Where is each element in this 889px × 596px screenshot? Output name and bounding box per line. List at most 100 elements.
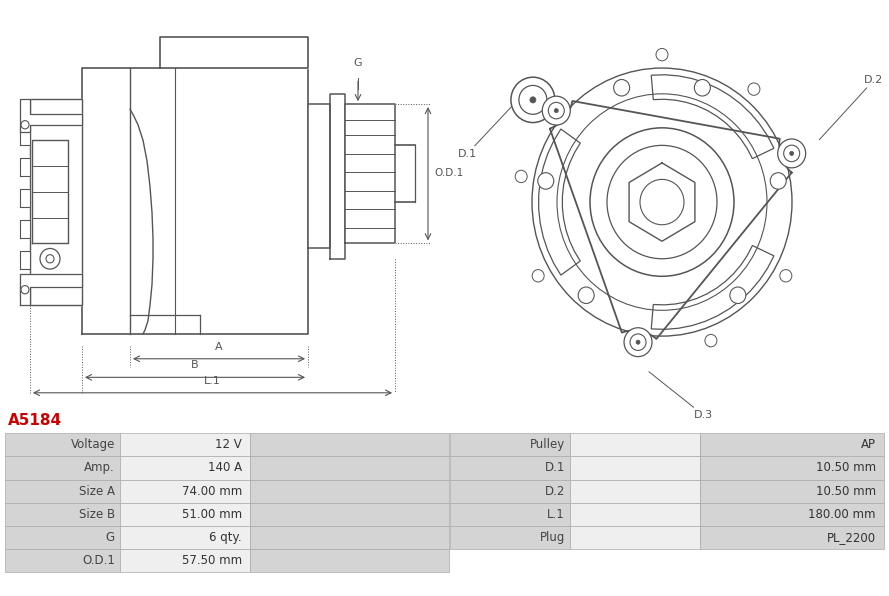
- Text: Size A: Size A: [79, 485, 115, 498]
- Polygon shape: [20, 158, 30, 176]
- Circle shape: [554, 108, 558, 113]
- Text: Size B: Size B: [79, 508, 115, 521]
- Polygon shape: [32, 140, 68, 243]
- Bar: [570, 480, 700, 502]
- Bar: [700, 433, 884, 457]
- Bar: [120, 457, 250, 480]
- Bar: [450, 433, 570, 457]
- Bar: [700, 502, 884, 526]
- Text: 10.50 mm: 10.50 mm: [816, 485, 876, 498]
- Bar: [450, 526, 570, 549]
- Circle shape: [46, 254, 54, 263]
- Circle shape: [694, 79, 710, 96]
- Bar: [250, 502, 449, 526]
- Bar: [570, 526, 700, 549]
- Bar: [5, 526, 120, 549]
- Polygon shape: [20, 189, 30, 207]
- Text: 51.00 mm: 51.00 mm: [182, 508, 242, 521]
- Text: 57.50 mm: 57.50 mm: [182, 554, 242, 567]
- Circle shape: [630, 334, 646, 350]
- Bar: [250, 549, 449, 572]
- Text: PL_2200: PL_2200: [827, 531, 876, 544]
- Text: Amp.: Amp.: [84, 461, 115, 474]
- Text: L.1: L.1: [204, 375, 220, 386]
- Polygon shape: [20, 281, 30, 300]
- Text: D.1: D.1: [458, 100, 518, 159]
- Circle shape: [538, 173, 554, 189]
- Bar: [250, 457, 449, 480]
- Text: G: G: [354, 58, 363, 68]
- Circle shape: [21, 120, 29, 129]
- Bar: [5, 502, 120, 526]
- Text: 180.00 mm: 180.00 mm: [808, 508, 876, 521]
- Polygon shape: [345, 104, 395, 243]
- Bar: [120, 433, 250, 457]
- Polygon shape: [20, 219, 30, 238]
- Circle shape: [542, 96, 570, 125]
- Circle shape: [590, 128, 734, 277]
- Bar: [5, 433, 120, 457]
- Bar: [5, 480, 120, 502]
- Bar: [250, 526, 449, 549]
- Text: A: A: [215, 342, 223, 352]
- Bar: [570, 457, 700, 480]
- Bar: [5, 457, 120, 480]
- Circle shape: [549, 103, 565, 119]
- Text: 74.00 mm: 74.00 mm: [181, 485, 242, 498]
- Text: Voltage: Voltage: [70, 439, 115, 451]
- Bar: [120, 549, 250, 572]
- Polygon shape: [308, 104, 330, 249]
- Text: D.3: D.3: [649, 372, 713, 420]
- Polygon shape: [20, 274, 82, 305]
- Text: B: B: [191, 360, 199, 370]
- Bar: [700, 526, 884, 549]
- Bar: [450, 502, 570, 526]
- Bar: [570, 502, 700, 526]
- Circle shape: [784, 145, 800, 162]
- Circle shape: [40, 249, 60, 269]
- Circle shape: [21, 285, 29, 294]
- Text: O.D.1: O.D.1: [82, 554, 115, 567]
- Text: A5184: A5184: [8, 413, 62, 429]
- Circle shape: [636, 340, 640, 344]
- Text: D.1: D.1: [545, 461, 565, 474]
- Circle shape: [519, 85, 547, 114]
- Text: Pulley: Pulley: [530, 439, 565, 451]
- Circle shape: [730, 287, 746, 303]
- Text: G: G: [106, 531, 115, 544]
- Bar: [450, 457, 570, 480]
- Bar: [700, 480, 884, 502]
- Circle shape: [624, 328, 652, 356]
- Bar: [5, 549, 120, 572]
- Circle shape: [778, 139, 805, 168]
- Polygon shape: [20, 127, 30, 145]
- Bar: [450, 480, 570, 502]
- Text: 12 V: 12 V: [215, 439, 242, 451]
- Circle shape: [607, 145, 717, 259]
- Circle shape: [613, 79, 629, 96]
- Bar: [250, 433, 449, 457]
- Polygon shape: [629, 163, 695, 241]
- Bar: [120, 480, 250, 502]
- Polygon shape: [20, 250, 30, 269]
- Bar: [120, 502, 250, 526]
- Bar: [700, 457, 884, 480]
- Text: L.1: L.1: [548, 508, 565, 521]
- Text: 140 A: 140 A: [208, 461, 242, 474]
- Text: D.2: D.2: [820, 75, 884, 140]
- Circle shape: [770, 173, 786, 189]
- Circle shape: [578, 287, 594, 303]
- Circle shape: [511, 77, 555, 123]
- Circle shape: [656, 48, 668, 61]
- Polygon shape: [160, 37, 308, 68]
- Circle shape: [789, 151, 794, 156]
- Bar: [250, 480, 449, 502]
- Polygon shape: [330, 94, 345, 259]
- Circle shape: [515, 170, 527, 182]
- Text: AP: AP: [861, 439, 876, 451]
- Polygon shape: [82, 68, 308, 334]
- Bar: [570, 433, 700, 457]
- Circle shape: [748, 83, 760, 95]
- Polygon shape: [550, 101, 792, 339]
- Text: Plug: Plug: [540, 531, 565, 544]
